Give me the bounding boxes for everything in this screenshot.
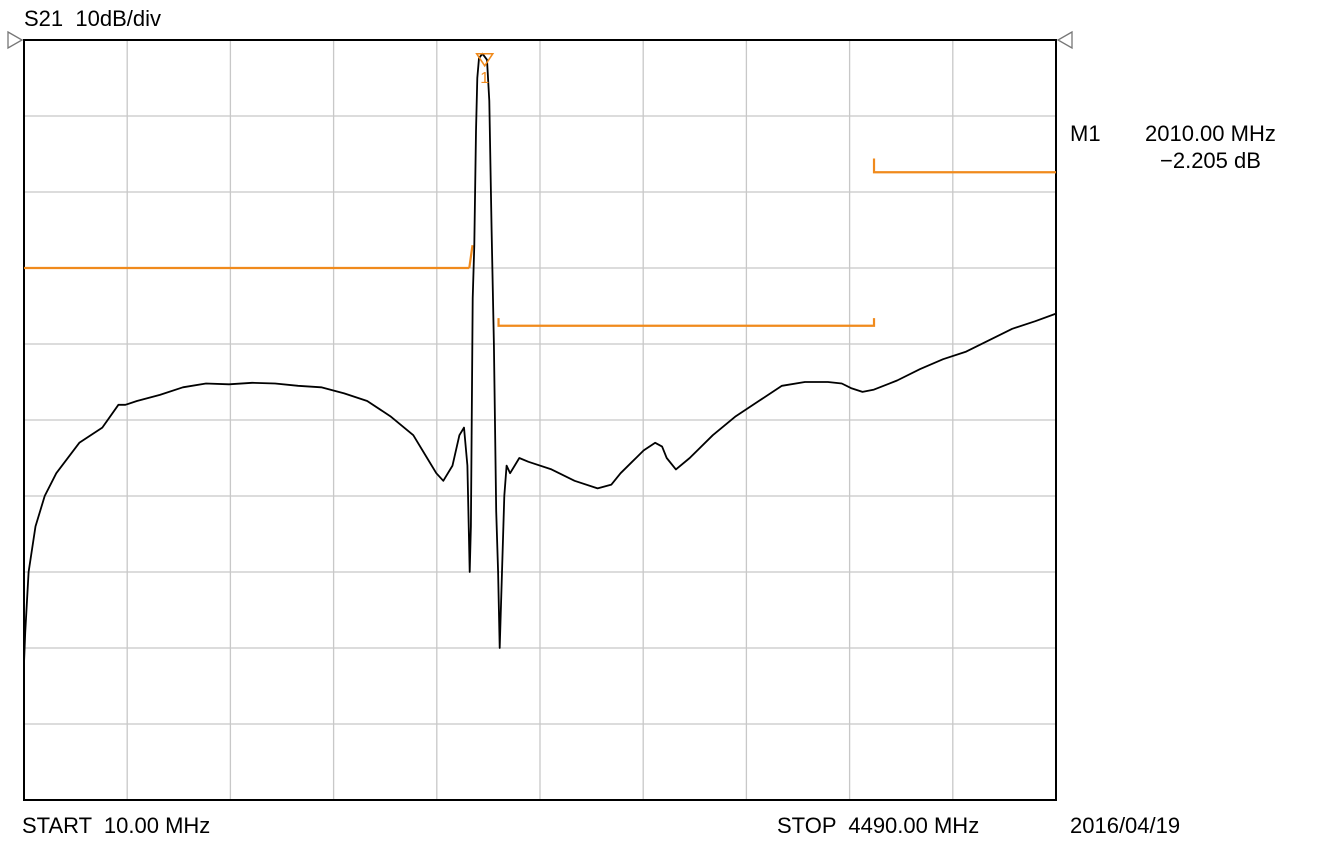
marker-readout-frequency: 2010.00 MHz [1145, 121, 1276, 146]
limit-line-segment [872, 158, 1056, 174]
reference-right-icon [1056, 30, 1073, 50]
start-frequency-label: START 10.00 MHz [22, 815, 210, 837]
limit-lines [24, 158, 1056, 327]
stop-value: 4490.00 MHz [848, 813, 980, 838]
plot-frame [23, 39, 1057, 801]
trace-s21-line [23, 52, 1057, 664]
stop-caption: STOP [777, 813, 837, 838]
limit-line-segment [497, 318, 876, 327]
reference-left-icon [7, 30, 24, 50]
marker-triangle-icon[interactable] [475, 52, 495, 68]
marker-readout-name: M1 [1070, 121, 1101, 146]
stop-frequency-label: STOP 4490.00 MHz [777, 815, 979, 837]
reference-markers [7, 30, 1073, 50]
marker-readout-value: −2.205 dB [1160, 148, 1261, 173]
scale-label: 10dB/div [75, 6, 162, 31]
date-label: 2016/04/19 [1070, 813, 1181, 838]
grid-layer [24, 40, 1056, 800]
marker-index-label: 1 [480, 70, 489, 87]
start-caption: START [22, 813, 92, 838]
trace-name: S21 [24, 6, 64, 31]
start-value: 10.00 MHz [103, 813, 211, 838]
limit-line-segment [468, 245, 474, 269]
trace-label: S21 10dB/div [24, 8, 161, 30]
marker-m1[interactable]: 1 [475, 52, 495, 87]
